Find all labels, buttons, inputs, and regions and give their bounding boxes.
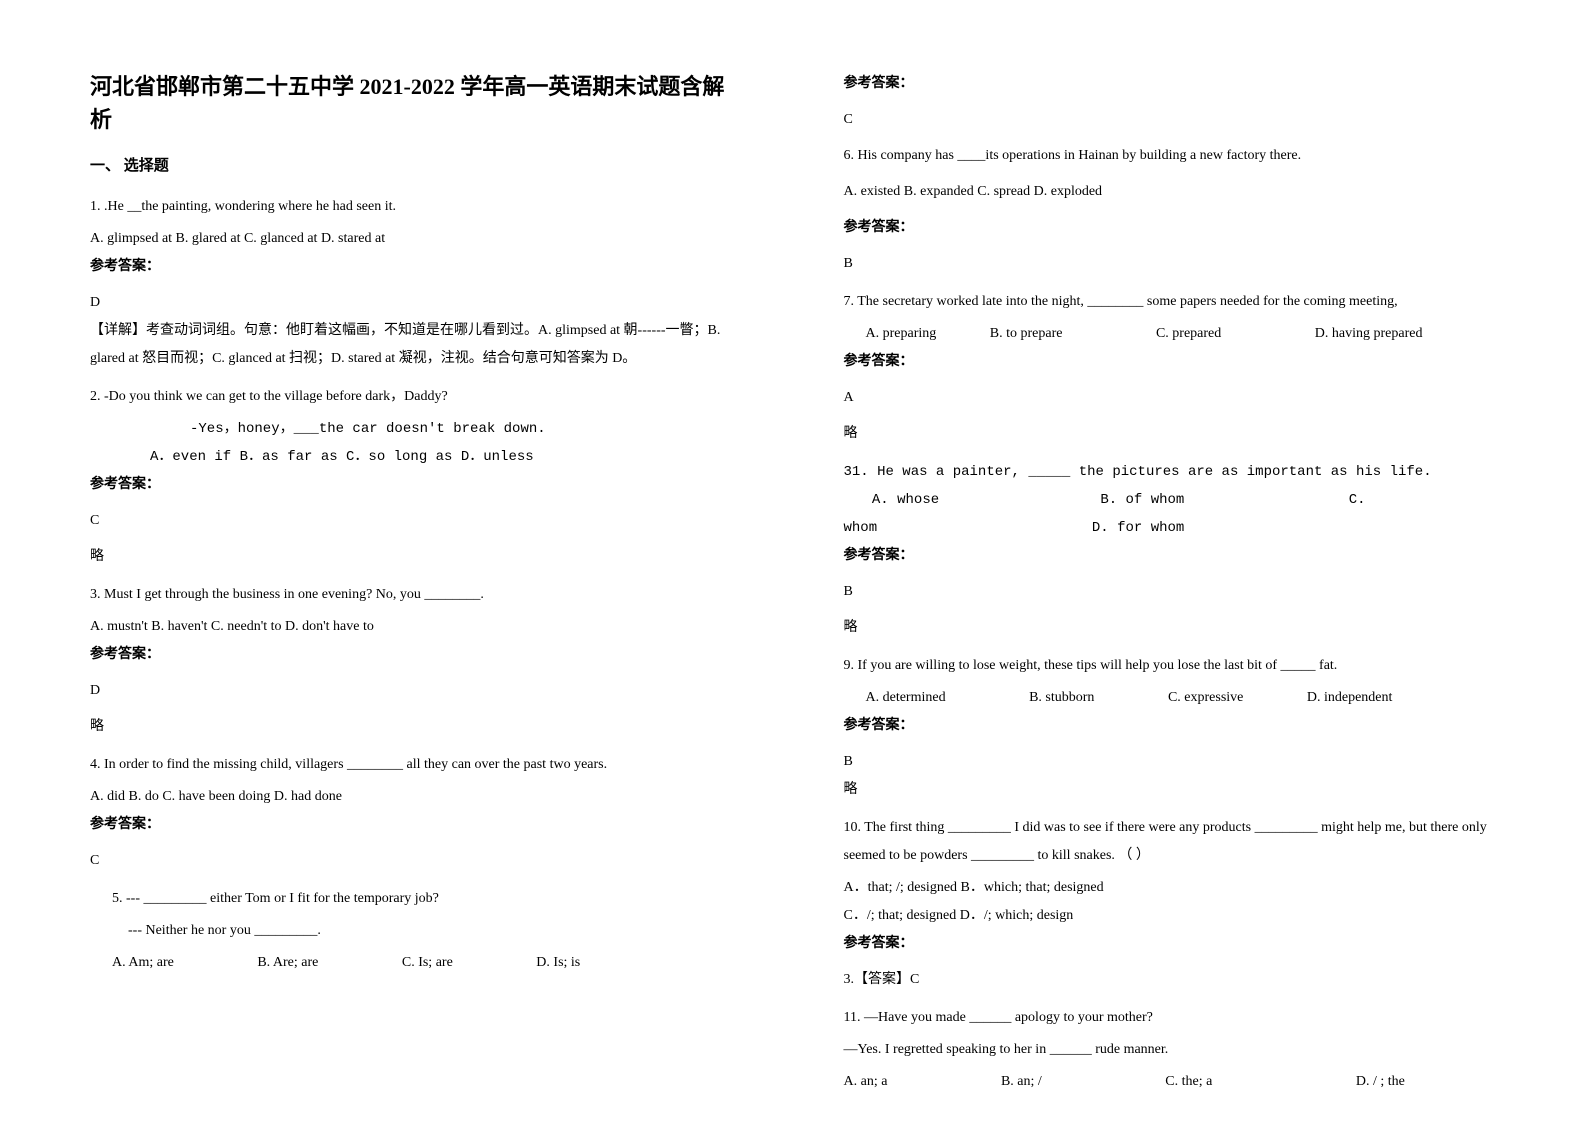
- q4-stem: 4. In order to find the missing child, v…: [90, 751, 744, 779]
- q2-note: 略: [90, 543, 744, 571]
- q9-optD: D. independent: [1307, 684, 1393, 712]
- q10-options-l2: C．/; that; designed D．/; which; design: [844, 902, 1498, 930]
- question-3: 3. Must I get through the business in on…: [90, 581, 744, 741]
- question-7: 7. The secretary worked late into the ni…: [844, 288, 1498, 448]
- question-5: 5. --- _________ either Tom or I fit for…: [90, 885, 744, 977]
- q11-optD: D. / ; the: [1356, 1068, 1405, 1096]
- q5-line2: --- Neither he nor you _________.: [90, 917, 744, 945]
- q3-stem: 3. Must I get through the business in on…: [90, 581, 744, 609]
- q6-options: A. existed B. expanded C. spread D. expl…: [844, 178, 1498, 206]
- q9-note: 略: [844, 776, 1498, 804]
- q9-optB: B. stubborn: [1029, 684, 1094, 712]
- q7-optD: D. having prepared: [1315, 320, 1423, 348]
- question-4: 4. In order to find the missing child, v…: [90, 751, 744, 875]
- answer-label: 参考答案：: [844, 542, 1498, 570]
- answer-label: 参考答案：: [90, 253, 744, 281]
- answer-label: 参考答案：: [844, 930, 1498, 958]
- q1-answer: D: [90, 289, 744, 317]
- q31-whom: whom: [844, 514, 1084, 542]
- q3-options: A. mustn't B. haven't C. needn't to D. d…: [90, 613, 744, 641]
- q31-opts-line2: whom D. for whom: [844, 514, 1498, 542]
- right-column: 参考答案： C 6. His company has ____its opera…: [794, 0, 1587, 1122]
- q11-optA: A. an; a: [844, 1068, 888, 1096]
- q7-optC: C. prepared: [1156, 320, 1221, 348]
- question-1: 1. .He __the painting, wondering where h…: [90, 193, 744, 373]
- q4-options: A. did B. do C. have been doing D. had d…: [90, 783, 744, 811]
- q2-answer: C: [90, 507, 744, 535]
- q7-note: 略: [844, 420, 1498, 448]
- q7-options: A. preparing B. to prepare C. prepared D…: [844, 320, 1498, 348]
- q5-optA: A. Am; are: [112, 949, 174, 977]
- q7-stem: 7. The secretary worked late into the ni…: [844, 288, 1498, 316]
- q11-stem: 11. —Have you made ______ apology to you…: [844, 1004, 1498, 1032]
- q31-answer: B: [844, 578, 1498, 606]
- answer-label: 参考答案：: [844, 70, 1498, 98]
- q9-optA: A. determined: [866, 684, 946, 712]
- q10-answer: 3.【答案】C: [844, 966, 1498, 994]
- q11-optB: B. an; /: [1001, 1068, 1042, 1096]
- q7-optB: B. to prepare: [990, 320, 1063, 348]
- q3-answer: D: [90, 677, 744, 705]
- q9-stem: 9. If you are willing to lose weight, th…: [844, 652, 1498, 680]
- q4-answer: C: [90, 847, 744, 875]
- q31-optA: A. whose: [872, 486, 1092, 514]
- answer-label: 参考答案：: [844, 348, 1498, 376]
- q5-optB: B. Are; are: [257, 949, 318, 977]
- q31-note: 略: [844, 614, 1498, 642]
- q1-stem: 1. .He __the painting, wondering where h…: [90, 193, 744, 221]
- answer-label: 参考答案：: [844, 712, 1498, 740]
- q5-answer: C: [844, 106, 1498, 134]
- q31-opts-line1: A. whose B. of whom C.: [844, 486, 1498, 514]
- question-31: 31. He was a painter, _____ the pictures…: [844, 458, 1498, 642]
- q6-answer: B: [844, 250, 1498, 278]
- q5-optC: C. Is; are: [402, 949, 453, 977]
- q3-note: 略: [90, 713, 744, 741]
- q5-stem: 5. --- _________ either Tom or I fit for…: [90, 885, 744, 913]
- question-9: 9. If you are willing to lose weight, th…: [844, 652, 1498, 804]
- question-10: 10. The first thing _________ I did was …: [844, 814, 1498, 994]
- q10-options-l1: A．that; /; designed B．which; that; desig…: [844, 874, 1498, 902]
- q6-stem: 6. His company has ____its operations in…: [844, 142, 1498, 170]
- q2-stem: 2. -Do you think we can get to the villa…: [90, 383, 744, 411]
- answer-label: 参考答案：: [844, 214, 1498, 242]
- q1-explanation: 【详解】考查动词词组。句意：他盯着这幅画，不知道是在哪儿看到过。A. glimp…: [90, 317, 744, 373]
- answer-label: 参考答案：: [90, 641, 744, 669]
- q11-options: A. an; a B. an; / C. the; a D. / ; the: [844, 1068, 1498, 1096]
- q5-options: A. Am; are B. Are; are C. Is; are D. Is;…: [90, 949, 744, 977]
- q7-answer: A: [844, 384, 1498, 412]
- q7-optA: A. preparing: [866, 320, 937, 348]
- q1-options: A. glimpsed at B. glared at C. glanced a…: [90, 225, 744, 253]
- q5-optD: D. Is; is: [536, 949, 580, 977]
- q31-optD: D. for whom: [1092, 520, 1184, 536]
- page-container: 河北省邯郸市第二十五中学 2021-2022 学年高一英语期末试题含解析 一、 …: [0, 0, 1587, 1122]
- q2-line2: -Yes，honey，___the car doesn't break down…: [90, 415, 744, 443]
- q10-stem: 10. The first thing _________ I did was …: [844, 814, 1498, 870]
- answer-label: 参考答案：: [90, 471, 744, 499]
- left-column: 河北省邯郸市第二十五中学 2021-2022 学年高一英语期末试题含解析 一、 …: [0, 0, 794, 1122]
- q11-line2: —Yes. I regretted speaking to her in ___…: [844, 1036, 1498, 1064]
- q2-options: A．even if B．as far as C．so long as D．unl…: [90, 443, 744, 471]
- q31-optB: B. of whom: [1100, 486, 1340, 514]
- section-header: 一、 选择题: [90, 154, 744, 175]
- q31-stem: 31. He was a painter, _____ the pictures…: [844, 458, 1498, 486]
- question-11: 11. —Have you made ______ apology to you…: [844, 1004, 1498, 1096]
- q11-optC: C. the; a: [1165, 1068, 1212, 1096]
- q9-answer: B: [844, 748, 1498, 776]
- doc-title: 河北省邯郸市第二十五中学 2021-2022 学年高一英语期末试题含解析: [90, 70, 744, 136]
- q9-options: A. determined B. stubborn C. expressive …: [844, 684, 1498, 712]
- q9-optC: C. expressive: [1168, 684, 1243, 712]
- question-6: 6. His company has ____its operations in…: [844, 142, 1498, 278]
- question-2: 2. -Do you think we can get to the villa…: [90, 383, 744, 571]
- q31-optC: C.: [1349, 492, 1366, 508]
- answer-label: 参考答案：: [90, 811, 744, 839]
